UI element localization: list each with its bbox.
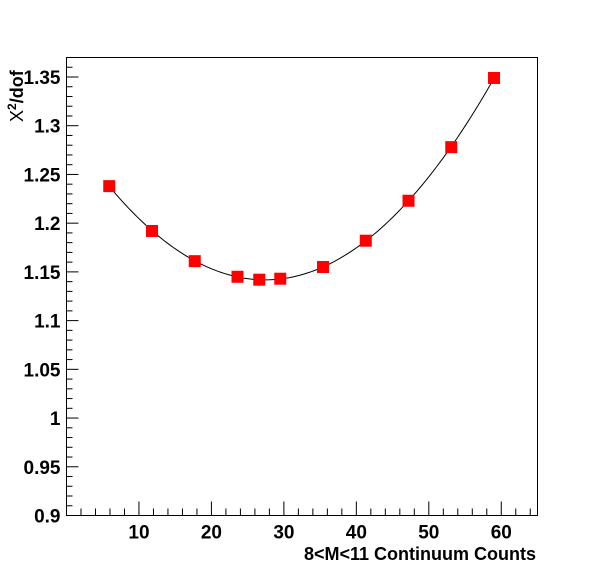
y-axis-title-main: X bbox=[7, 110, 27, 122]
y-tick-label: 1.3 bbox=[34, 117, 60, 138]
x-tick-label: 50 bbox=[418, 523, 439, 544]
x-tick-label: 40 bbox=[346, 523, 367, 544]
y-axis-title-tail: /dof bbox=[7, 69, 27, 103]
x-axis-title: 8<M<11 Continuum Counts bbox=[304, 544, 536, 564]
x-tick-label: 20 bbox=[201, 523, 222, 544]
data-point bbox=[231, 270, 244, 283]
y-tick-label: 1.35 bbox=[24, 68, 61, 89]
data-point bbox=[317, 261, 330, 274]
x-tick-label: 10 bbox=[128, 523, 149, 544]
data-point bbox=[359, 234, 372, 247]
y-axis-ticks bbox=[66, 57, 79, 516]
data-point bbox=[188, 255, 201, 268]
y-axis-title-sup: 2 bbox=[5, 103, 19, 110]
y-axis-title: X2/dof bbox=[5, 69, 27, 122]
y-tick-label: 1 bbox=[50, 409, 61, 430]
data-points bbox=[103, 71, 501, 286]
data-point bbox=[274, 272, 287, 285]
y-tick-label: 1.25 bbox=[24, 165, 61, 186]
x-axis-tick-labels: 10 20 30 40 50 60 bbox=[128, 523, 511, 544]
y-tick-label: 1.1 bbox=[34, 312, 61, 333]
x-tick-label: 60 bbox=[491, 523, 512, 544]
data-point bbox=[253, 273, 266, 286]
data-point bbox=[488, 71, 501, 84]
data-point bbox=[402, 194, 415, 207]
y-tick-label: 0.95 bbox=[24, 458, 61, 479]
plot-frame bbox=[66, 57, 538, 516]
x-tick-label: 30 bbox=[273, 523, 294, 544]
y-axis-tick-labels: 0.9 0.95 1 1.05 1.1 1.15 1.2 1.25 1.3 1.35 bbox=[24, 68, 61, 528]
data-point bbox=[146, 224, 159, 237]
fit-curve bbox=[108, 78, 495, 281]
data-point bbox=[445, 141, 458, 154]
x-axis-ticks bbox=[80, 501, 531, 516]
y-tick-label: 1.05 bbox=[24, 360, 61, 381]
y-tick-label: 0.9 bbox=[34, 507, 60, 528]
y-tick-label: 1.2 bbox=[34, 214, 60, 235]
data-point bbox=[103, 180, 116, 193]
y-tick-label: 1.15 bbox=[24, 263, 61, 284]
